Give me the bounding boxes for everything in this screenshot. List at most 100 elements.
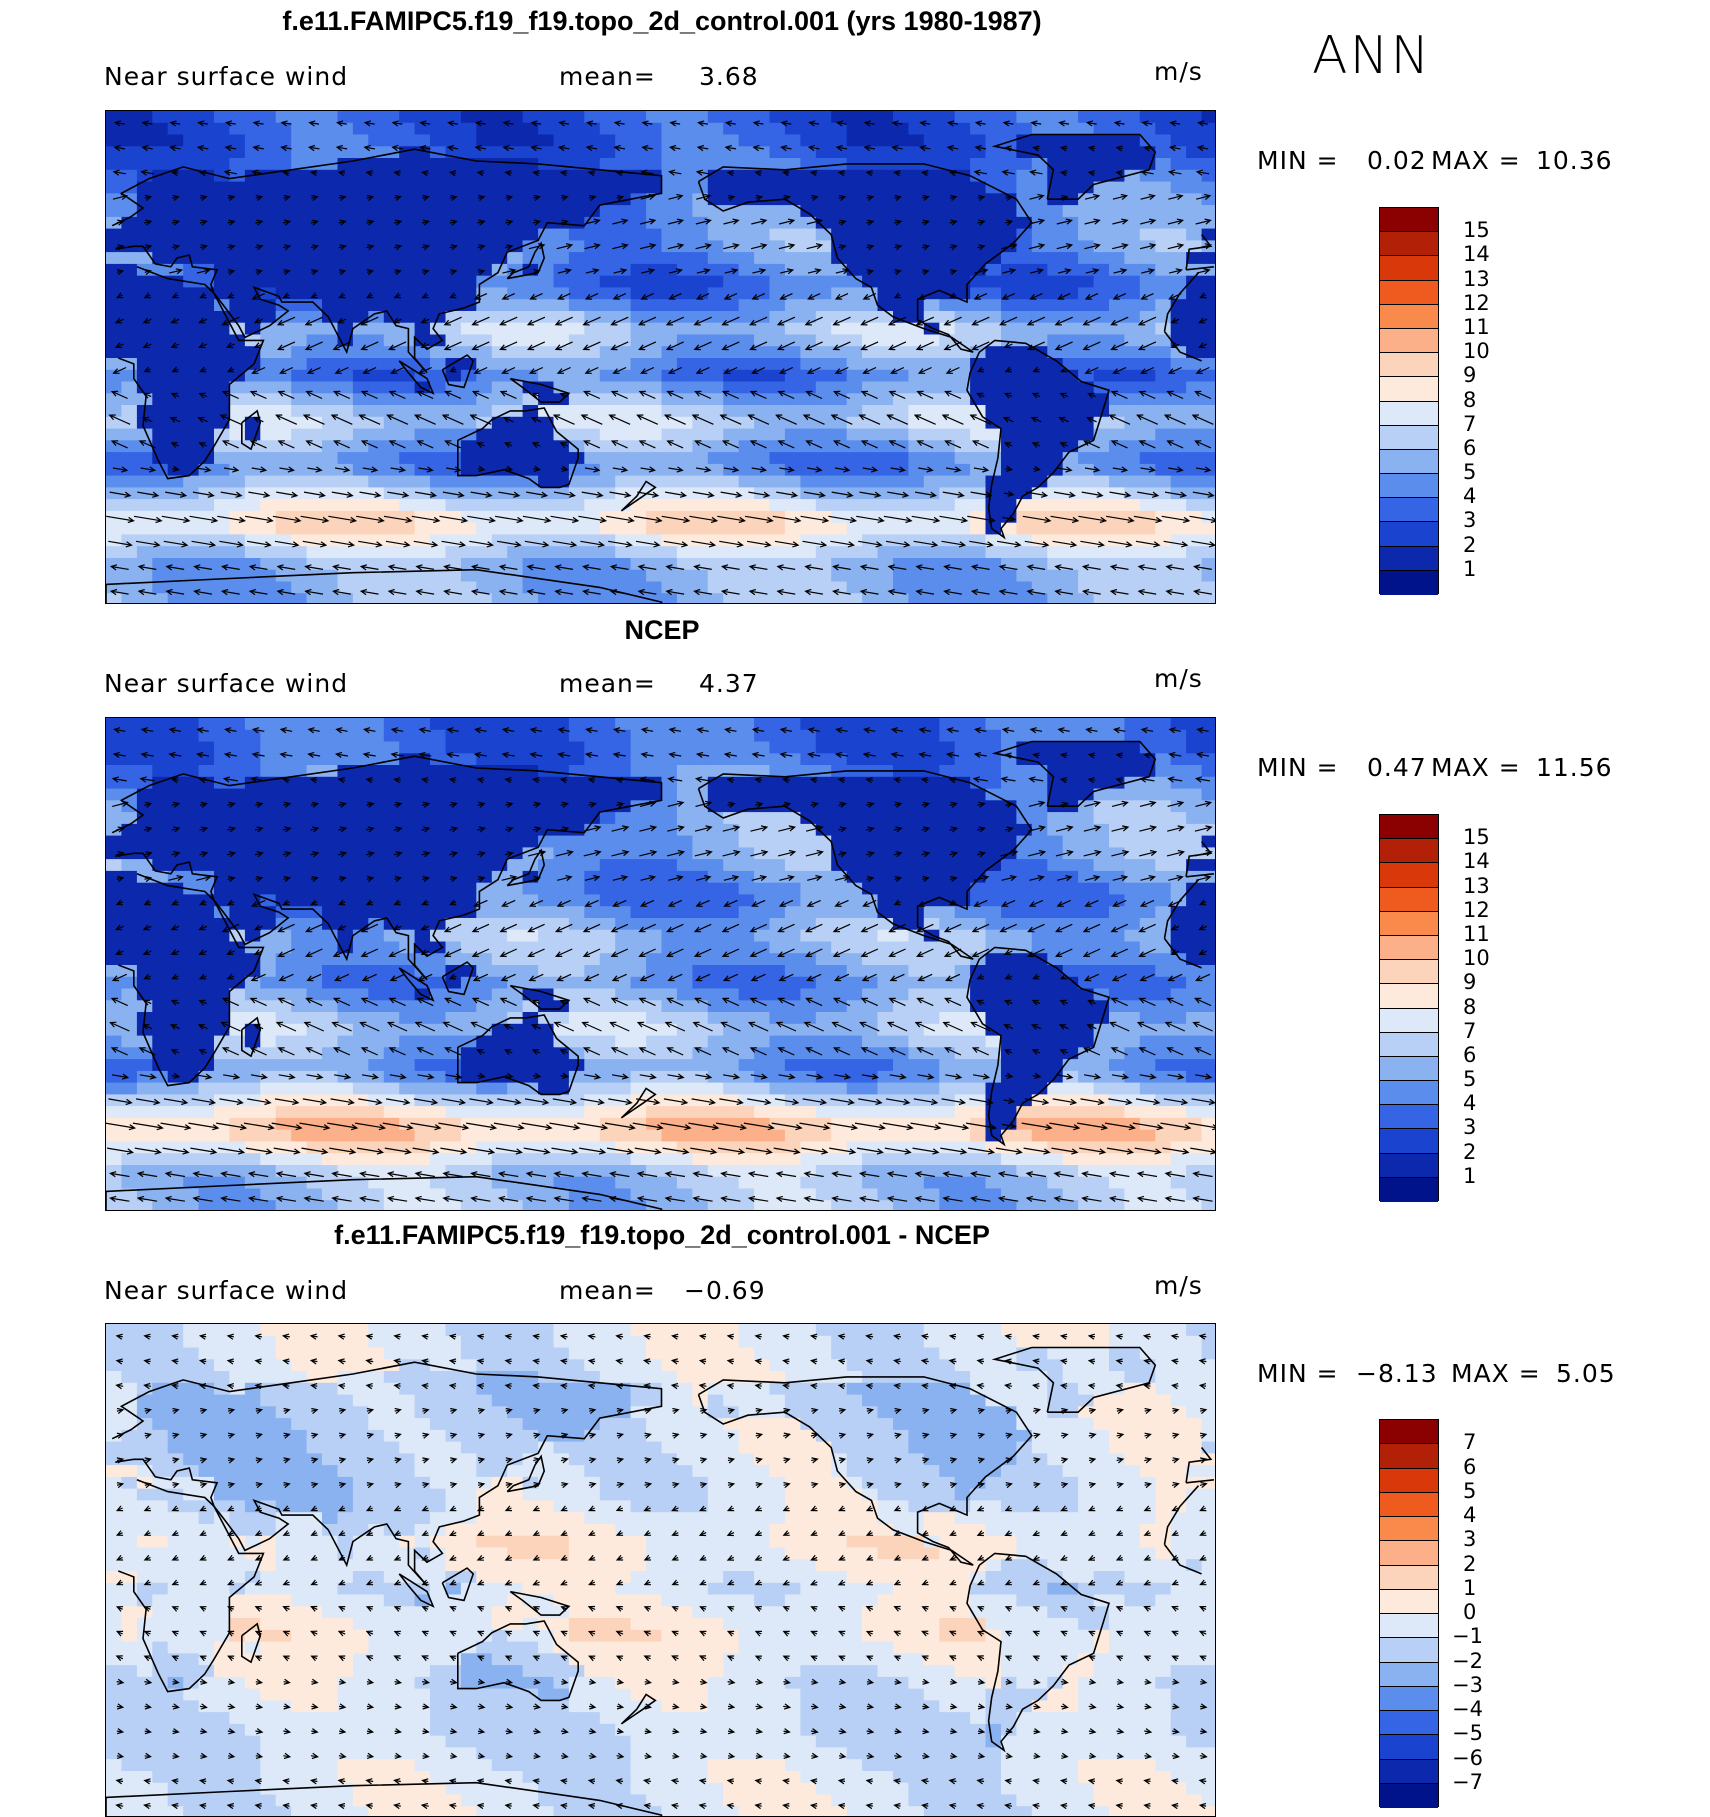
field-cell xyxy=(121,522,138,536)
wind-vector xyxy=(113,120,125,127)
field-cell xyxy=(1078,729,1095,743)
wind-vector xyxy=(915,588,935,596)
wind-vector xyxy=(1024,540,1050,548)
field-cell xyxy=(862,499,879,512)
field-cell xyxy=(954,546,971,559)
field-cell xyxy=(322,193,338,206)
field-cell xyxy=(877,499,894,512)
field-cell xyxy=(831,205,848,218)
wind-vector xyxy=(358,414,381,425)
field-cell xyxy=(260,111,277,124)
field-cell xyxy=(676,788,693,801)
field-cell xyxy=(615,205,632,218)
field-cell xyxy=(106,181,122,194)
field-cell xyxy=(1201,812,1215,825)
wind-vector xyxy=(585,120,597,127)
field-cell xyxy=(476,788,493,801)
field-cell xyxy=(1124,882,1141,896)
field-cell xyxy=(769,146,786,159)
field-cell xyxy=(507,205,524,218)
field-cell xyxy=(630,416,647,430)
field-cell xyxy=(136,205,153,218)
field-cell xyxy=(538,299,555,312)
field-cell xyxy=(615,228,632,241)
field-cell xyxy=(985,311,1002,324)
field-cell xyxy=(1001,416,1017,430)
field-cell xyxy=(229,569,246,583)
field-cell xyxy=(923,882,940,896)
field-cell xyxy=(214,275,230,289)
field-cell xyxy=(1170,859,1187,872)
field-cell xyxy=(383,452,400,465)
field-cell xyxy=(1047,416,1064,430)
field-cell xyxy=(383,859,400,872)
field-cell xyxy=(460,475,477,488)
field-cell xyxy=(430,181,446,194)
field-cell xyxy=(229,299,246,312)
field-cell xyxy=(337,381,354,394)
field-cell xyxy=(568,263,585,277)
field-cell xyxy=(1109,393,1125,406)
field-cell xyxy=(337,522,354,536)
wind-vector xyxy=(442,491,465,498)
field-cell xyxy=(970,463,987,477)
field-cell xyxy=(877,452,894,465)
field-cell xyxy=(476,452,493,465)
field-cell xyxy=(738,228,755,241)
wind-vector xyxy=(305,390,323,400)
field-cell xyxy=(831,510,848,524)
field-cell xyxy=(553,122,570,136)
field-cell xyxy=(229,122,246,136)
wind-vector xyxy=(502,120,514,127)
field-cell xyxy=(599,428,616,441)
field-cell xyxy=(229,334,246,347)
wind-vector xyxy=(777,440,795,449)
wind-vector xyxy=(116,244,125,251)
wind-vector xyxy=(1087,392,1096,399)
field-cell xyxy=(322,405,338,418)
field-cell xyxy=(1093,122,1110,136)
field-cell xyxy=(970,522,987,536)
wind-vector xyxy=(1189,515,1215,524)
wind-vector xyxy=(1140,218,1157,225)
wind-vector xyxy=(1167,169,1182,176)
field-cell xyxy=(754,358,771,371)
wind-vector xyxy=(637,316,657,326)
wind-vector xyxy=(193,564,212,571)
field-cell xyxy=(1155,741,1172,754)
field-cell xyxy=(784,358,801,371)
field-cell xyxy=(1031,334,1048,347)
field-cell xyxy=(491,181,508,194)
field-cell xyxy=(1047,216,1064,230)
field-cell xyxy=(214,322,230,336)
wind-vector xyxy=(727,194,736,201)
field-cell xyxy=(769,228,786,241)
field-cell xyxy=(183,416,200,430)
field-cell xyxy=(553,546,570,559)
wind-vector xyxy=(637,491,660,498)
field-cell xyxy=(275,193,292,206)
field-cell xyxy=(522,311,539,324)
field-cell xyxy=(707,299,724,312)
field-cell xyxy=(970,299,987,312)
field-cell xyxy=(1139,275,1156,289)
field-cell xyxy=(337,475,354,488)
field-cell xyxy=(784,823,801,837)
field-cell xyxy=(784,499,801,512)
field-cell xyxy=(599,452,616,465)
field-cell xyxy=(1109,812,1125,825)
field-cell xyxy=(167,228,184,241)
field-cell xyxy=(198,788,215,801)
field-cell xyxy=(908,322,925,336)
field-cell xyxy=(121,416,138,430)
field-cell xyxy=(214,146,230,159)
field-cell xyxy=(877,812,894,825)
wind-vector xyxy=(835,120,847,127)
field-cell xyxy=(584,718,601,731)
wind-vector xyxy=(477,269,486,276)
field-cell xyxy=(646,299,663,312)
field-cell xyxy=(754,593,771,603)
wind-vector xyxy=(921,244,931,251)
field-cell xyxy=(167,753,184,766)
field-cell xyxy=(291,741,308,754)
